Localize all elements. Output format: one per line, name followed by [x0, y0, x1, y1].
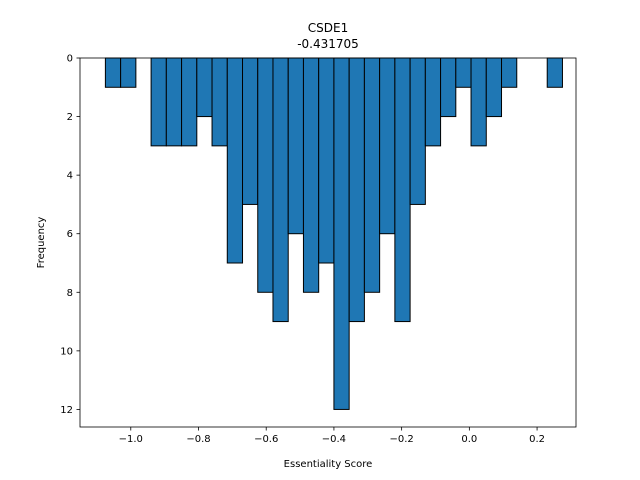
histogram-bar [150, 57, 167, 147]
histogram-bar [470, 57, 487, 147]
histogram-bar [165, 57, 183, 147]
x-axis-label: Essentiality Score [284, 459, 373, 470]
y-tick-label: 0 [67, 54, 73, 65]
histogram-bar [363, 57, 381, 293]
histogram-bar [379, 57, 396, 235]
histogram-bar [257, 57, 274, 293]
y-axis-label: Frequency [36, 217, 47, 269]
histogram-bar [333, 57, 350, 410]
chart-subtitle: -0.431705 [297, 37, 359, 51]
histogram-bar [104, 57, 122, 88]
y-tick-label: 2 [67, 112, 73, 123]
histogram-bar [242, 57, 259, 205]
y-tick-label: 8 [67, 288, 73, 299]
bars-group [104, 57, 563, 410]
histogram-bar [181, 57, 198, 147]
y-tick-label: 10 [60, 346, 73, 357]
x-axis: −1.0 −0.8 −0.6 −0.4 −0.2 0.0 0.2 [119, 427, 545, 445]
x-tick-label: −0.4 [322, 434, 346, 445]
histogram-bar [272, 57, 289, 323]
histogram-bar [348, 57, 365, 323]
histogram-bar [440, 57, 457, 118]
histogram-bar [196, 57, 213, 118]
histogram-bar [424, 57, 442, 147]
x-tick-label: −0.8 [186, 434, 210, 445]
x-tick-label: −1.0 [119, 434, 143, 445]
y-tick-label: 12 [60, 405, 73, 416]
histogram-bar [120, 57, 137, 88]
histogram-bar [501, 57, 518, 88]
x-tick-label: −0.6 [254, 434, 278, 445]
histogram-bar [302, 57, 320, 293]
histogram-bar [546, 57, 563, 88]
chart-title: CSDE1 [308, 21, 348, 35]
histogram-bar [455, 57, 472, 88]
x-tick-label: −0.2 [389, 434, 413, 445]
histogram-bar [318, 57, 335, 264]
histogram-bar [287, 57, 304, 235]
x-tick-label: 0.0 [461, 434, 477, 445]
plot-frame [79, 57, 577, 428]
y-tick-label: 6 [67, 229, 73, 240]
histogram-bar [211, 57, 228, 147]
y-tick-label: 4 [67, 171, 73, 182]
histogram-bar [409, 57, 426, 205]
x-tick-label: 0.2 [529, 434, 545, 445]
histogram-bar [394, 57, 411, 323]
histogram-bar [226, 57, 244, 264]
y-axis: 0 2 4 6 8 10 12 [60, 54, 80, 416]
histogram-bar [485, 57, 503, 118]
